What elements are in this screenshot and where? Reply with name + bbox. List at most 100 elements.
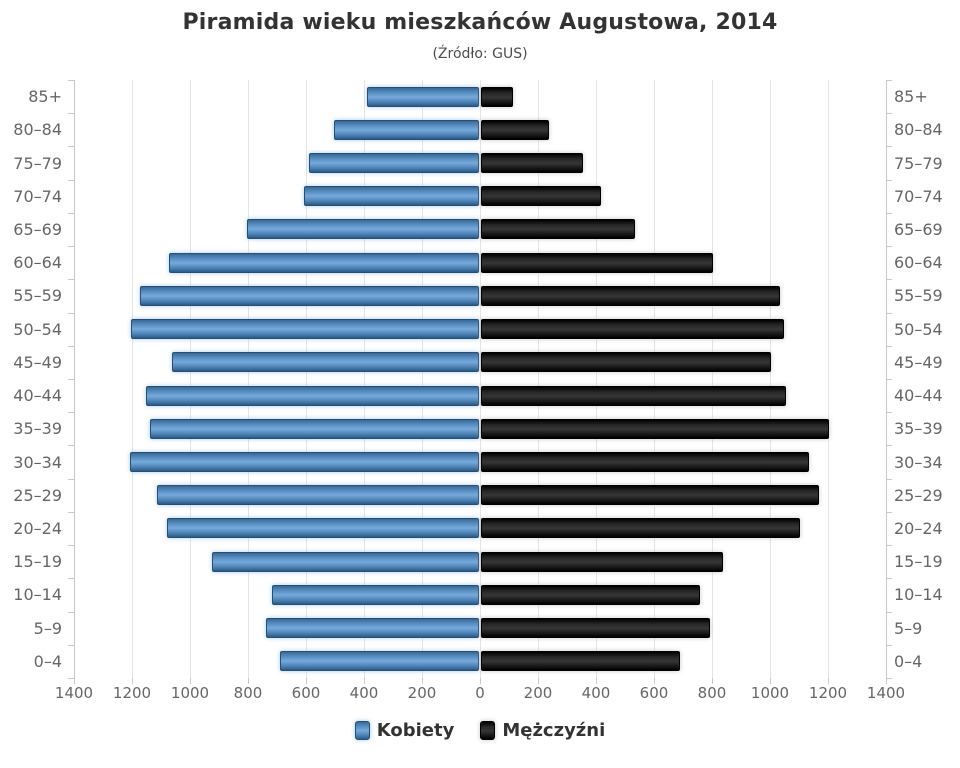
- y-axis-tick-right: [886, 179, 892, 181]
- y-axis-tick-right: [886, 511, 892, 513]
- y-axis-label-right: 50–54: [894, 319, 943, 339]
- x-axis-tick: [886, 678, 887, 684]
- y-axis-tick-right: [886, 412, 892, 414]
- left-half: [74, 346, 480, 379]
- x-axis-tick: [364, 678, 365, 684]
- bar-mezczyzni-65–69[interactable]: [481, 219, 635, 240]
- left-half: [74, 379, 480, 412]
- bar-kobiety-10–14[interactable]: [271, 584, 479, 605]
- y-axis-label-right: 75–79: [894, 153, 943, 173]
- left-half: [74, 180, 480, 213]
- age-row-40–44: [74, 379, 886, 412]
- bar-kobiety-5–9[interactable]: [265, 618, 479, 639]
- gridline: [712, 80, 713, 678]
- bar-kobiety-50–54[interactable]: [131, 319, 479, 340]
- right-half: [480, 313, 886, 346]
- left-half: [74, 113, 480, 146]
- left-half: [74, 213, 480, 246]
- left-half: [74, 578, 480, 611]
- y-axis-tick-left: [68, 113, 74, 115]
- y-axis-label-left: 10–14: [13, 585, 62, 605]
- age-row-25–29: [74, 479, 886, 512]
- bar-mezczyzni-20–24[interactable]: [481, 518, 800, 539]
- y-axis-tick-left: [68, 179, 74, 181]
- right-half: [480, 412, 886, 445]
- bar-mezczyzni-40–44[interactable]: [481, 385, 786, 406]
- legend: Kobiety Mężczyźni: [0, 720, 960, 741]
- bar-kobiety-45–49[interactable]: [171, 352, 479, 373]
- bar-kobiety-40–44[interactable]: [145, 385, 479, 406]
- left-half: [74, 445, 480, 478]
- left-half: [74, 279, 480, 312]
- y-axis-label-right: 15–19: [894, 552, 943, 572]
- bar-kobiety-20–24[interactable]: [167, 518, 479, 539]
- bar-mezczyzni-80–84[interactable]: [481, 119, 550, 140]
- legend-item-mezczyzni[interactable]: Mężczyźni: [480, 720, 605, 741]
- bar-kobiety-30–34[interactable]: [129, 452, 479, 473]
- y-axis-tick-left: [68, 445, 74, 447]
- y-axis-tick-right: [886, 246, 892, 248]
- y-axis-tick-right: [886, 146, 892, 148]
- y-axis-tick-right: [886, 345, 892, 347]
- y-axis-tick-left: [68, 379, 74, 380]
- bar-mezczyzni-50–54[interactable]: [481, 319, 785, 340]
- y-axis-label-left: 70–74: [13, 186, 62, 206]
- bar-mezczyzni-10–14[interactable]: [481, 584, 700, 605]
- bar-mezczyzni-45–49[interactable]: [481, 352, 771, 373]
- bar-kobiety-15–19[interactable]: [212, 551, 479, 572]
- bar-kobiety-65–69[interactable]: [247, 219, 479, 240]
- x-axis-tick: [596, 678, 597, 684]
- y-axis-label-left: 5–9: [33, 618, 62, 638]
- y-axis-tick-left: [68, 146, 74, 148]
- x-axis-tick: [132, 678, 133, 684]
- x-axis-label: 200: [523, 684, 553, 702]
- y-axis-tick-left: [68, 80, 74, 81]
- y-axis-label-left: 45–49: [13, 352, 62, 372]
- bar-kobiety-60–64[interactable]: [168, 252, 479, 273]
- y-axis-tick-right: [886, 478, 892, 480]
- right-half: [480, 645, 886, 678]
- y-axis-label-left: 20–24: [13, 518, 62, 538]
- bar-mezczyzni-55–59[interactable]: [481, 285, 780, 306]
- x-axis-tick: [828, 678, 829, 684]
- y-axis-label-right: 45–49: [894, 352, 943, 372]
- y-axis-label-right: 10–14: [894, 585, 943, 605]
- right-half: [480, 146, 886, 179]
- legend-item-kobiety[interactable]: Kobiety: [354, 720, 454, 741]
- y-axis-label-left: 55–59: [13, 286, 62, 306]
- bar-kobiety-75–79[interactable]: [309, 153, 479, 174]
- gridline: [74, 80, 75, 678]
- bar-mezczyzni-25–29[interactable]: [481, 485, 819, 506]
- age-row-35–39: [74, 412, 886, 445]
- age-row-70–74: [74, 180, 886, 213]
- y-axis-tick-right: [886, 445, 892, 447]
- right-half: [480, 612, 886, 645]
- bar-kobiety-70–74[interactable]: [303, 186, 479, 207]
- y-axis-tick-right: [886, 379, 892, 380]
- bar-mezczyzni-0–4[interactable]: [481, 651, 680, 672]
- y-axis-tick-right: [886, 113, 892, 115]
- bar-kobiety-0–4[interactable]: [280, 651, 479, 672]
- bar-kobiety-85+[interactable]: [367, 86, 479, 107]
- left-half: [74, 313, 480, 346]
- y-axis-label-right: 5–9: [894, 618, 923, 638]
- y-axis-label-right: 40–44: [894, 386, 943, 406]
- bar-mezczyzni-70–74[interactable]: [481, 186, 602, 207]
- bar-mezczyzni-75–79[interactable]: [481, 153, 583, 174]
- bar-mezczyzni-5–9[interactable]: [481, 618, 711, 639]
- bar-kobiety-55–59[interactable]: [139, 285, 479, 306]
- x-axis-label: 800: [697, 684, 727, 702]
- x-axis-label: 1200: [808, 684, 848, 702]
- gridline: [828, 80, 829, 678]
- bar-mezczyzni-85+[interactable]: [481, 86, 513, 107]
- bar-kobiety-35–39[interactable]: [149, 418, 479, 439]
- y-axis-tick-right: [886, 611, 892, 613]
- bar-mezczyzni-60–64[interactable]: [481, 252, 713, 273]
- bar-mezczyzni-35–39[interactable]: [481, 418, 829, 439]
- x-axis-tick: [538, 678, 539, 684]
- bar-mezczyzni-15–19[interactable]: [481, 551, 724, 572]
- bar-kobiety-25–29[interactable]: [157, 485, 479, 506]
- bar-kobiety-80–84[interactable]: [334, 119, 479, 140]
- bar-mezczyzni-30–34[interactable]: [481, 452, 809, 473]
- left-half: [74, 246, 480, 279]
